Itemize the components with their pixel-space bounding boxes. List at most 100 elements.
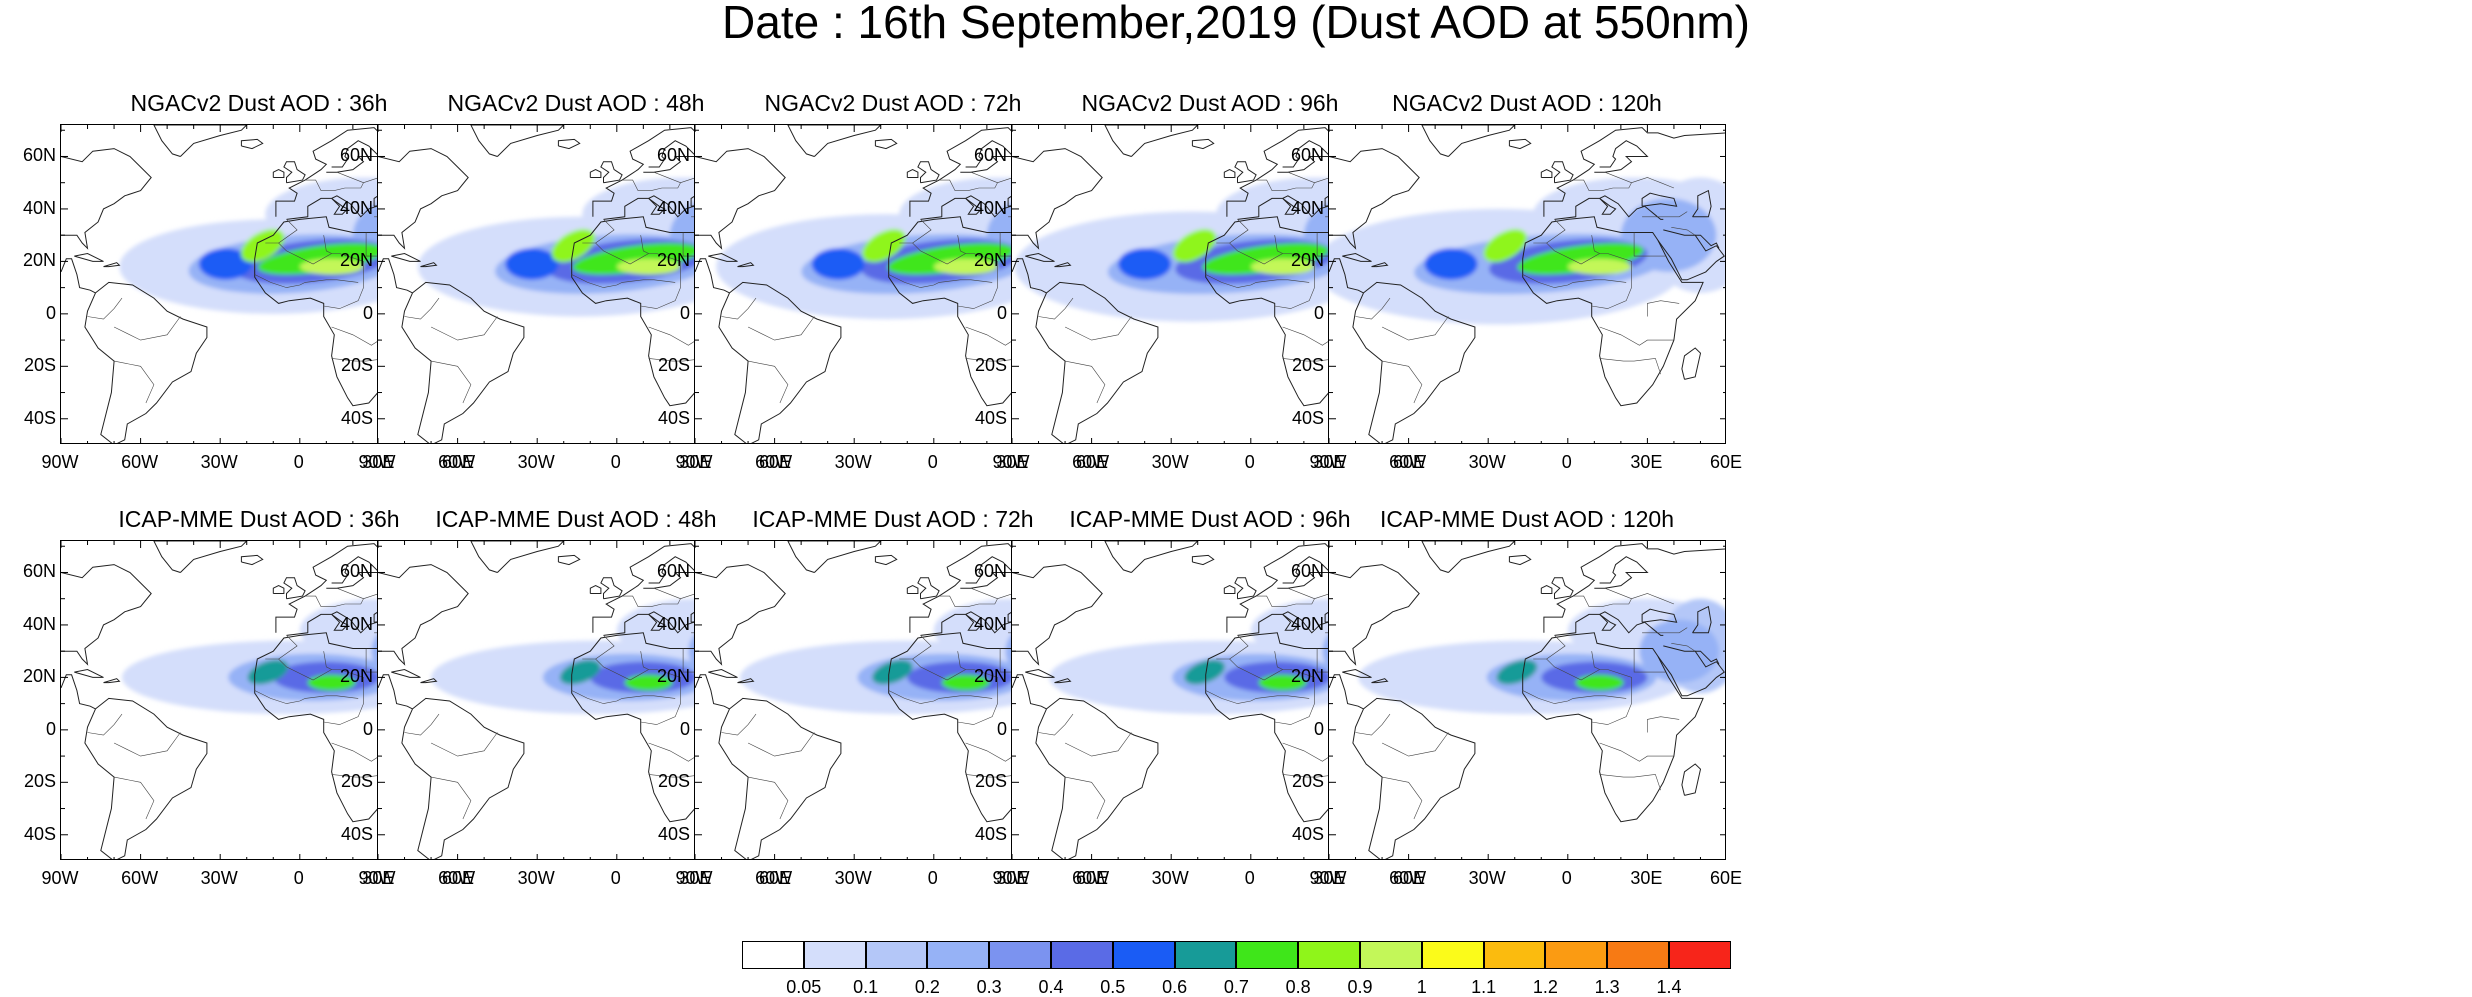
- border-line: [1065, 360, 1106, 404]
- coastline-northAmerica: [1012, 148, 1103, 250]
- lat-tick-label: 40N: [1290, 613, 1324, 634]
- lat-tick-label: 40S: [340, 823, 373, 844]
- lat-tick-label: 60N: [973, 561, 1007, 582]
- coastline-centralAmerica: [695, 258, 730, 294]
- lon-tick-label: 30W: [200, 452, 238, 472]
- lon-tick-label: 60E: [1075, 452, 1109, 472]
- coastline-britain: [1551, 161, 1574, 184]
- border-line: [1274, 651, 1283, 670]
- dust-contour: [505, 248, 559, 280]
- lon-tick-label: 90W: [358, 868, 396, 888]
- lat-tick-label: 0: [362, 718, 373, 739]
- lat-tick-label: 40N: [973, 197, 1007, 218]
- dust-contour: [1118, 248, 1172, 280]
- dust-contour: [872, 659, 913, 685]
- colorbar-label: 0.5: [1100, 977, 1126, 997]
- lon-tick-label: 60E: [441, 868, 475, 888]
- dust-contour: [1172, 229, 1217, 263]
- coastline-iceland: [874, 554, 898, 566]
- colorbar-label: 0.05: [786, 977, 822, 997]
- lon-tick-label: 0: [610, 452, 621, 472]
- lat-tick-label: 20S: [1291, 355, 1324, 376]
- dust-contour: [559, 659, 601, 685]
- lon-tick-label: 60W: [755, 868, 793, 888]
- lat-tick-label: 40S: [657, 823, 690, 844]
- lat-tick-label: 40S: [23, 823, 56, 844]
- coastline-northAmerica: [695, 148, 786, 250]
- lon-tick-label: 60W: [1072, 452, 1110, 472]
- colorbar-swatch: [1112, 941, 1175, 969]
- border-line: [595, 635, 615, 660]
- lon-tick-label: 0: [927, 452, 938, 472]
- coastline-northAmerica: [695, 564, 786, 666]
- border-line: [254, 690, 359, 704]
- border-line: [431, 776, 472, 820]
- map-panel: NGACv2 Dust AOD : 120h 60N 40N 20N 0 20S 40S 90…: [1268, 90, 1742, 490]
- coastline-britain: [917, 161, 940, 184]
- lon-tick-label: 60E: [441, 452, 475, 472]
- coastline-southAmerica: [718, 281, 842, 443]
- border-line: [113, 316, 181, 341]
- coastline-greenland: [1421, 541, 1516, 573]
- coastline-ireland: [906, 169, 919, 178]
- lat-tick-label: 20S: [657, 771, 690, 792]
- map-frame: [1328, 124, 1726, 444]
- lon-tick-label: 30W: [834, 452, 872, 472]
- colorbar-label: 1.4: [1656, 977, 1682, 997]
- colorbar-swatch: [927, 941, 990, 969]
- lon-tick-label: 30E: [362, 452, 395, 472]
- lat-tick-label: 40S: [657, 407, 690, 428]
- dust-aod-map: [1329, 125, 1725, 443]
- border-line: [571, 274, 676, 288]
- lon-tick-label: 30E: [679, 452, 712, 472]
- lat-tick-label: 40S: [974, 407, 1007, 428]
- colorbar-label: 0.6: [1162, 977, 1188, 997]
- axis-ticks: [1012, 125, 1408, 443]
- border-line: [1216, 658, 1315, 725]
- colorbar-label: 0.3: [976, 977, 1002, 997]
- border-line: [899, 658, 998, 725]
- coastline-ireland: [1540, 585, 1553, 594]
- lon-tick-label: 60W: [1389, 868, 1427, 888]
- lat-tick-label: 40N: [339, 197, 373, 218]
- lat-tick-label: 0: [996, 718, 1007, 739]
- border-line: [1573, 587, 1632, 607]
- lat-tick-label: 40S: [340, 407, 373, 428]
- dust-field: [1358, 598, 1725, 715]
- panel-title: ICAP-MME Dust AOD : 96h: [1069, 506, 1351, 532]
- coastline-centralAmerica: [1329, 258, 1364, 294]
- border-line: [1546, 635, 1566, 660]
- border-line: [1256, 587, 1315, 607]
- coastline-mediterranean: [286, 611, 396, 636]
- border-line: [1642, 211, 1688, 218]
- lon-tick-label: 60W: [755, 452, 793, 472]
- coastline-southAmerica: [718, 697, 842, 859]
- lon-tick-label: 30W: [1468, 868, 1506, 888]
- coastline-centralAmerica: [61, 258, 96, 294]
- colorbar-label: 0.4: [1038, 977, 1064, 997]
- border-line: [114, 776, 155, 820]
- border-line: [305, 171, 364, 191]
- coastline-ireland: [1223, 585, 1236, 594]
- lat-tick-label: 0: [1313, 302, 1324, 323]
- coastline-britain: [600, 577, 623, 600]
- coastline-gulf: [1695, 234, 1720, 249]
- dust-contour: [887, 243, 1014, 275]
- coastline-greenland: [470, 125, 565, 157]
- coastline-africa: [1522, 216, 1704, 407]
- dust-contour: [1496, 659, 1538, 685]
- lat-tick-label: 20N: [1290, 250, 1324, 271]
- border-line: [323, 235, 332, 254]
- colorbar-swatch: [1545, 941, 1608, 969]
- border-line: [431, 360, 472, 404]
- colorbar-swatch: [1607, 941, 1669, 969]
- dust-contour: [247, 659, 289, 685]
- dust-contour: [1639, 619, 1720, 683]
- border-line: [404, 713, 440, 736]
- lon-tick-label: 60W: [121, 452, 159, 472]
- coastline-northAmerica: [1012, 564, 1103, 666]
- colorbar-label: 0.8: [1285, 977, 1311, 997]
- border-line: [87, 713, 123, 736]
- border-line: [265, 242, 364, 309]
- border-line: [1256, 171, 1315, 191]
